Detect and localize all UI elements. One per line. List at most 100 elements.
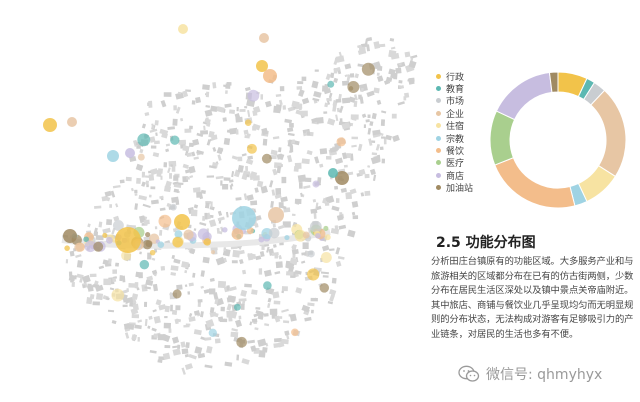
function-point: [137, 153, 145, 161]
building: [337, 256, 345, 260]
function-point: [327, 80, 335, 88]
building: [287, 132, 295, 137]
building: [153, 333, 158, 338]
building: [272, 223, 276, 228]
building: [341, 97, 351, 104]
function-point: [174, 214, 190, 230]
building: [346, 74, 351, 81]
building: [303, 185, 311, 189]
building: [209, 136, 218, 142]
building: [366, 44, 370, 52]
section-body: 分析田庄台镇原有的功能区域。大多服务产业和与旅游相关的区域都分布在已有的仿古街两…: [431, 256, 634, 340]
building: [205, 345, 213, 354]
building: [247, 253, 256, 258]
building: [68, 271, 73, 277]
function-point: [256, 60, 268, 72]
building: [376, 75, 384, 83]
function-point: [149, 249, 156, 256]
building: [143, 301, 148, 307]
building: [134, 189, 138, 194]
building: [314, 156, 320, 164]
building: [385, 76, 393, 83]
building: [202, 84, 210, 91]
building: [149, 128, 158, 133]
function-point: [158, 214, 172, 228]
building: [311, 80, 319, 89]
function-point: [139, 259, 150, 270]
building: [163, 92, 172, 97]
building: [210, 201, 213, 208]
function-point: [84, 240, 97, 253]
building: [171, 309, 178, 315]
building: [106, 219, 113, 226]
building: [183, 324, 190, 328]
building: [204, 364, 213, 369]
building: [276, 165, 282, 174]
building: [385, 134, 392, 141]
building: [231, 171, 235, 178]
building: [244, 105, 248, 109]
legend-label: 市场: [446, 97, 465, 108]
building: [363, 124, 366, 129]
building: [351, 200, 359, 208]
function-point: [172, 236, 183, 248]
function-point: [335, 171, 349, 185]
building: [274, 271, 281, 275]
building: [188, 353, 197, 360]
building: [236, 354, 240, 361]
building: [167, 126, 175, 130]
building: [87, 285, 94, 292]
building: [301, 158, 310, 165]
building: [202, 215, 206, 221]
building: [200, 189, 206, 195]
building: [369, 121, 374, 127]
donut-slice: [495, 71, 553, 121]
building: [313, 212, 317, 219]
building: [197, 352, 206, 359]
function-point: [145, 240, 153, 248]
building: [326, 98, 332, 102]
building: [301, 252, 307, 256]
building: [336, 214, 344, 221]
function-point: [244, 119, 252, 127]
building: [189, 248, 196, 255]
building: [371, 140, 376, 143]
legend-item: 市场: [436, 95, 473, 107]
legend-swatch: [436, 135, 441, 141]
building: [247, 339, 255, 344]
building: [188, 312, 193, 318]
building: [144, 111, 150, 117]
building: [398, 62, 402, 66]
section-title: 2.5 功能分布图: [436, 235, 536, 251]
building: [159, 207, 166, 212]
building: [353, 94, 358, 101]
building: [170, 271, 177, 276]
building: [155, 132, 158, 137]
building: [134, 324, 142, 330]
building: [152, 283, 159, 292]
building: [178, 139, 187, 145]
building: [380, 119, 386, 127]
building: [200, 130, 208, 135]
building: [204, 212, 208, 220]
building: [342, 80, 350, 86]
building: [188, 282, 194, 287]
building: [330, 227, 340, 235]
building: [222, 117, 227, 122]
building: [252, 123, 261, 131]
function-point: [74, 242, 84, 252]
town-function-map: [43, 24, 418, 375]
building: [367, 127, 372, 135]
building: [326, 156, 332, 160]
building: [344, 74, 349, 78]
building: [376, 72, 380, 76]
building: [170, 265, 179, 271]
building: [294, 198, 302, 205]
building: [235, 197, 242, 201]
building: [304, 177, 312, 183]
building: [275, 261, 283, 269]
building: [139, 148, 144, 154]
building: [312, 198, 317, 203]
building: [364, 173, 370, 179]
